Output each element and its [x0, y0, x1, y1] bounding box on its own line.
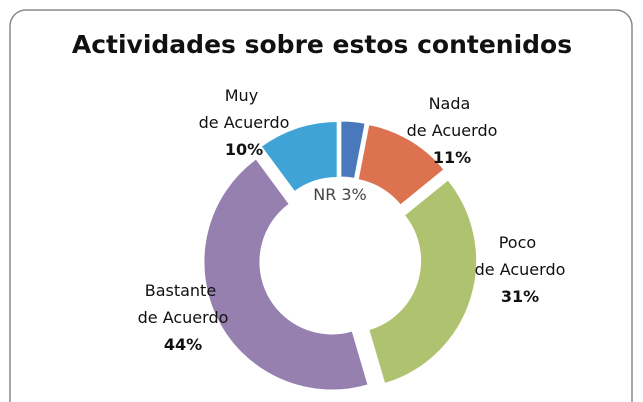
value-label: 3%	[341, 185, 366, 204]
value-label: 11%	[433, 148, 471, 167]
category-label-line: Nada	[429, 94, 476, 113]
doughnut-slice	[368, 179, 478, 385]
chart-frame	[9, 9, 633, 402]
category-label-line: de Acuerdo	[475, 260, 566, 279]
category-label: Bastante de Acuerdo	[138, 281, 229, 327]
value-label: 31%	[501, 287, 539, 306]
data-label: NR 3%	[313, 185, 366, 204]
category-label-line: Bastante	[145, 281, 222, 300]
category-label-line: Poco	[499, 233, 542, 252]
doughnut-slice	[203, 158, 369, 391]
value-label: 10%	[225, 140, 263, 159]
category-label: NR	[313, 185, 336, 204]
category-label-line: de Acuerdo	[407, 121, 498, 140]
value-label: 44%	[164, 335, 202, 354]
doughnut-slice	[357, 124, 445, 206]
doughnut-slice	[340, 120, 366, 179]
category-label: Nada de Acuerdo	[407, 94, 498, 140]
category-label: Poco de Acuerdo	[475, 233, 566, 279]
category-label-line: de Acuerdo	[138, 308, 229, 327]
category-label: Muy de Acuerdo	[199, 86, 290, 132]
doughnut-slice	[260, 120, 338, 193]
chart-title: Actividades sobre estos contenidos	[72, 30, 572, 59]
category-label-line: de Acuerdo	[199, 113, 290, 132]
category-label-line: Muy	[225, 86, 264, 105]
